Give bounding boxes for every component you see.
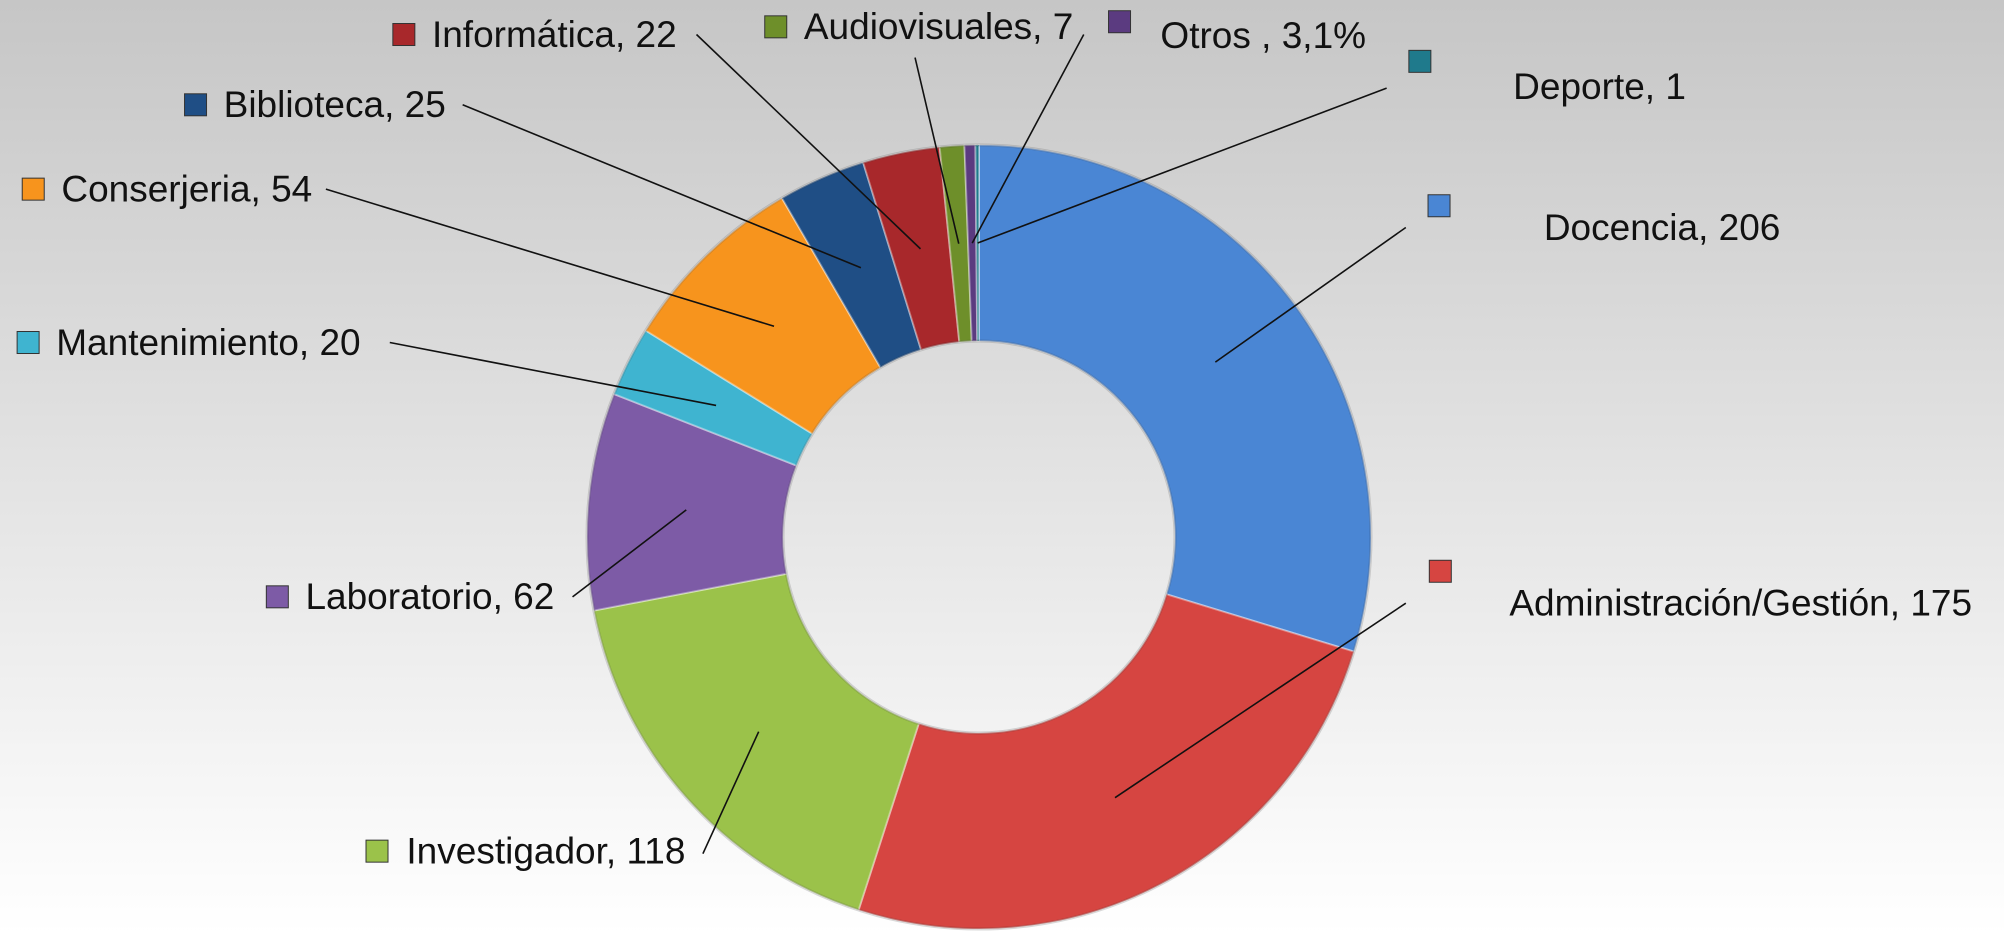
slice xyxy=(974,143,980,343)
label-marker xyxy=(1428,559,1452,583)
data-label: Laboratorio, 62 xyxy=(305,576,554,617)
label-marker xyxy=(21,177,45,201)
leader-line xyxy=(1214,226,1407,363)
data-label: Mantenimiento, 20 xyxy=(56,322,360,363)
leader-line xyxy=(977,87,1387,244)
donut xyxy=(585,143,1373,931)
data-label: Otros , 3,1% xyxy=(1160,15,1366,56)
leader-line xyxy=(462,104,862,269)
data-label: Docencia, 206 xyxy=(1544,207,1781,248)
slice xyxy=(780,161,923,369)
leader-line xyxy=(325,188,775,327)
label-marker xyxy=(1108,10,1132,34)
leader-line xyxy=(702,731,760,855)
label-marker xyxy=(265,585,289,609)
slice xyxy=(861,145,961,352)
labels: Docencia, 206 Administración/Gestión, 175… xyxy=(16,6,1972,871)
bevel xyxy=(781,339,1177,735)
data-label: Audiovisuales, 7 xyxy=(804,6,1073,47)
leader-line xyxy=(914,57,960,244)
data-label: Conserjeria, 54 xyxy=(61,168,312,209)
leader-line xyxy=(389,341,717,407)
leader-line xyxy=(695,33,922,250)
slice xyxy=(592,572,921,912)
slice xyxy=(857,593,1356,930)
data-label: Deporte, 1 xyxy=(1513,66,1686,107)
slice xyxy=(586,392,798,612)
data-label: Informática, 22 xyxy=(432,14,677,55)
slice xyxy=(963,144,979,343)
data-label: Biblioteca, 25 xyxy=(224,84,446,125)
label-marker xyxy=(184,93,208,117)
label-marker xyxy=(16,331,40,355)
slice xyxy=(644,196,882,436)
label-marker xyxy=(1408,49,1432,73)
bevel xyxy=(585,143,1373,931)
data-label: Administración/Gestión, 175 xyxy=(1509,583,1972,624)
label-marker xyxy=(1427,194,1451,218)
leader-line xyxy=(971,34,1085,244)
label-marker xyxy=(764,15,788,39)
slice xyxy=(978,143,1372,653)
label-marker xyxy=(392,23,416,47)
data-label: Investigador, 118 xyxy=(406,830,685,871)
label-marker xyxy=(365,839,389,863)
leader-line xyxy=(1114,602,1407,799)
leader-line xyxy=(572,509,687,598)
